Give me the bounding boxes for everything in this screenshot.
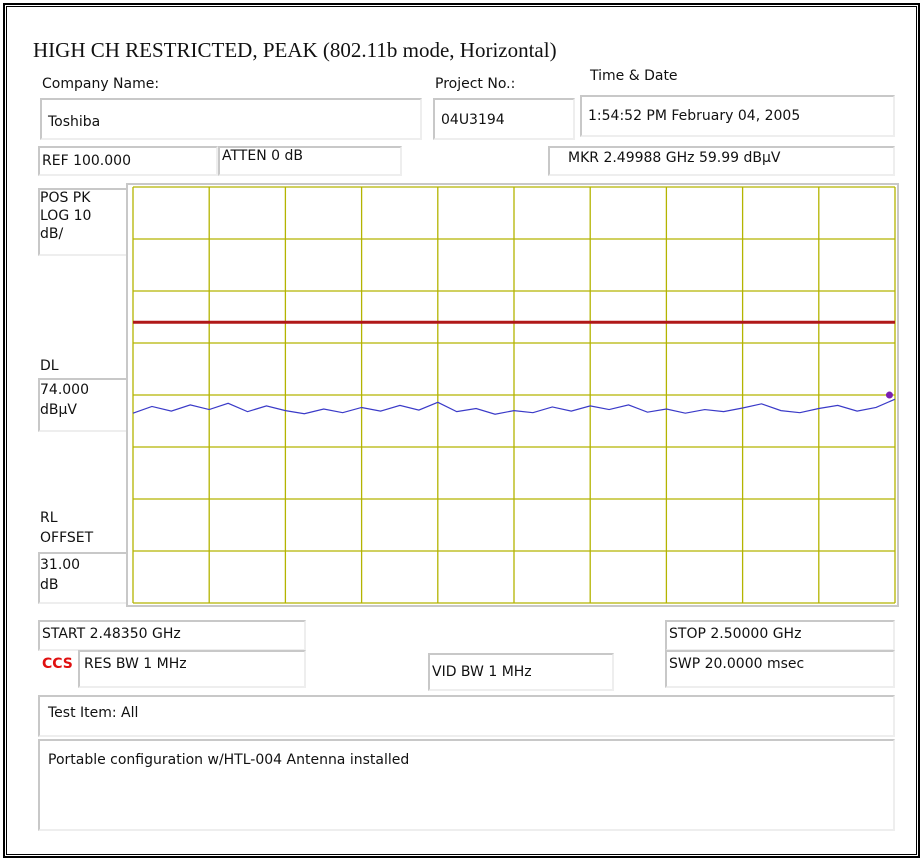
value: SWP 20.0000 msec (669, 656, 805, 672)
label: RL (40, 510, 58, 526)
label: DL (40, 358, 59, 374)
value: POS PK (40, 190, 91, 206)
field (428, 653, 614, 691)
field (665, 650, 895, 688)
title: HIGH CH RESTRICTED, PEAK (802.11b mode, … (33, 38, 557, 62)
frame (3, 3, 920, 858)
value: START 2.48350 GHz (42, 626, 181, 642)
value: 74.000 (40, 382, 89, 398)
value: dB (40, 577, 59, 593)
field (38, 146, 218, 176)
value: ATTEN 0 dB (222, 148, 303, 164)
field (40, 98, 422, 140)
field (433, 98, 575, 140)
value: 04U3194 (441, 112, 505, 128)
label: Time & Date (590, 68, 678, 84)
trace (132, 398, 896, 415)
plot-frame (126, 183, 899, 607)
label: OFFSET (40, 530, 94, 546)
field (38, 739, 895, 831)
value: 31.00 (40, 557, 81, 573)
field (548, 146, 895, 176)
value: RES BW 1 MHz (84, 656, 187, 672)
value: MKR 2.49988 GHz 59.99 dBµV (568, 150, 781, 166)
value: VID BW 1 MHz (432, 664, 532, 680)
value: Portable configuration w/HTL-004 Antenna… (48, 752, 410, 768)
field (580, 95, 895, 137)
value: dBµV (40, 402, 77, 418)
field (38, 695, 895, 737)
value: STOP 2.50000 GHz (669, 626, 802, 642)
label: Project No.: (435, 76, 516, 92)
value: LOG 10 (40, 208, 92, 224)
value: Toshiba (48, 114, 101, 130)
label: Company Name: (42, 76, 160, 92)
value: dB/ (40, 226, 64, 242)
field (78, 650, 306, 688)
value: Test Item: All (48, 705, 139, 721)
marker (885, 391, 893, 399)
field (218, 146, 402, 176)
value: REF 100.000 (42, 153, 131, 169)
logo: CCS (42, 656, 73, 672)
value: 1:54:52 PM February 04, 2005 (588, 108, 801, 124)
